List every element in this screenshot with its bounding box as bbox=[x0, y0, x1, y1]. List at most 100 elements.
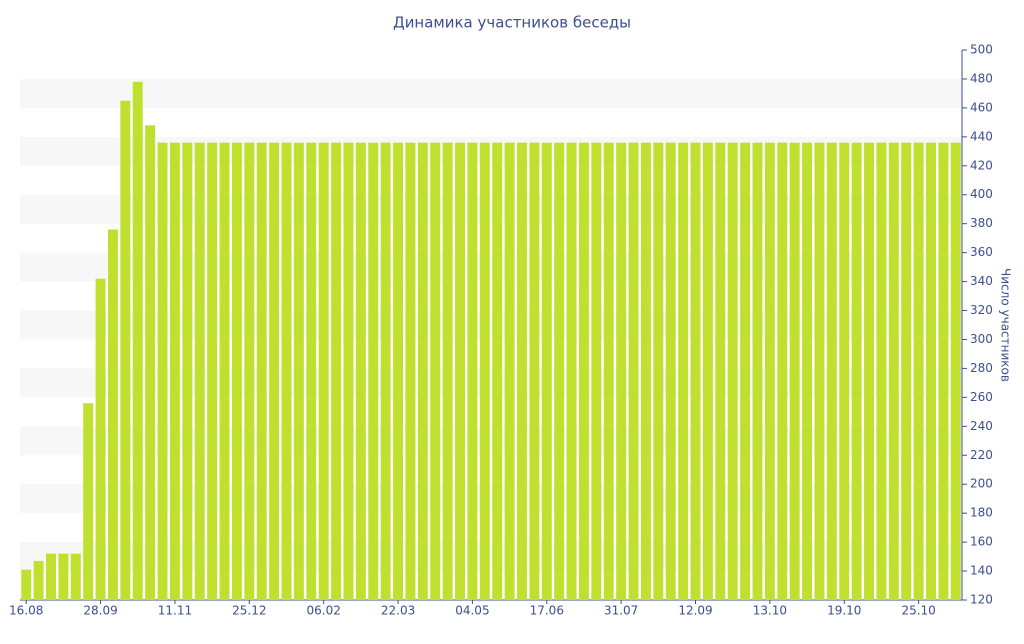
y-tick-label: 320 bbox=[970, 303, 993, 317]
bar bbox=[306, 142, 317, 600]
bar bbox=[789, 142, 800, 600]
bar bbox=[517, 142, 527, 600]
y-tick-label: 160 bbox=[970, 535, 993, 549]
bar bbox=[616, 142, 627, 600]
y-tick-label: 300 bbox=[970, 332, 993, 346]
bar bbox=[169, 142, 180, 600]
bar bbox=[281, 142, 292, 600]
x-tick-label: 25.10 bbox=[901, 604, 935, 618]
y-tick-label: 200 bbox=[970, 477, 993, 491]
y-tick-label: 340 bbox=[970, 274, 993, 288]
x-tick-label: 13.10 bbox=[753, 604, 787, 618]
x-tick-label: 28.09 bbox=[83, 604, 117, 618]
bar bbox=[740, 142, 751, 600]
bar bbox=[145, 125, 156, 601]
y-tick-label: 120 bbox=[970, 593, 993, 607]
bar bbox=[132, 81, 143, 600]
bar bbox=[455, 142, 465, 600]
x-tick-label: 31.07 bbox=[604, 604, 638, 618]
bar bbox=[58, 553, 69, 600]
bar bbox=[579, 142, 589, 600]
y-tick-label: 460 bbox=[970, 100, 993, 114]
y-tick-label: 380 bbox=[970, 216, 993, 230]
x-tick-label: 17.06 bbox=[530, 604, 564, 618]
x-tick-label: 11.11 bbox=[158, 604, 192, 618]
bar bbox=[318, 142, 329, 600]
bar bbox=[256, 142, 267, 600]
bar bbox=[653, 142, 664, 600]
x-tick-label: 16.08 bbox=[9, 604, 43, 618]
bar bbox=[343, 142, 354, 600]
bar bbox=[777, 142, 788, 600]
bar bbox=[182, 142, 193, 600]
bar bbox=[231, 142, 242, 600]
bar bbox=[269, 142, 280, 600]
x-tick-label: 06.02 bbox=[306, 604, 340, 618]
bar bbox=[876, 142, 887, 600]
bar bbox=[393, 142, 403, 600]
bar bbox=[702, 142, 713, 600]
bar bbox=[157, 142, 168, 600]
bar bbox=[591, 142, 602, 600]
x-tick-label: 19.10 bbox=[827, 604, 861, 618]
chart-title: Динамика участников беседы bbox=[393, 14, 631, 32]
bar bbox=[33, 560, 44, 600]
bar bbox=[888, 142, 899, 600]
bar bbox=[727, 142, 738, 600]
bar bbox=[950, 142, 961, 600]
y-tick-label: 280 bbox=[970, 361, 993, 375]
bar bbox=[405, 142, 416, 600]
bar bbox=[120, 100, 131, 600]
y-tick-label: 440 bbox=[970, 129, 993, 143]
bar bbox=[479, 142, 490, 600]
y-tick-label: 180 bbox=[970, 506, 993, 520]
bar bbox=[826, 142, 837, 600]
bar bbox=[541, 142, 552, 600]
y-axis-label: Число участников bbox=[999, 268, 1013, 382]
y-tick-label: 420 bbox=[970, 158, 993, 172]
bar bbox=[95, 278, 106, 600]
bar bbox=[864, 142, 874, 600]
bar bbox=[467, 142, 478, 600]
y-tick-label: 500 bbox=[970, 43, 993, 57]
bar bbox=[690, 142, 701, 600]
bar bbox=[46, 553, 56, 600]
bar bbox=[207, 142, 218, 600]
bar bbox=[430, 142, 441, 600]
bar bbox=[194, 142, 205, 600]
bar bbox=[814, 142, 825, 600]
bar bbox=[442, 142, 453, 600]
bar bbox=[504, 142, 515, 600]
bar bbox=[901, 142, 912, 600]
bar bbox=[913, 142, 924, 600]
bar bbox=[665, 142, 676, 600]
bar bbox=[938, 142, 949, 600]
bar bbox=[417, 142, 428, 600]
bar bbox=[529, 142, 540, 600]
bar bbox=[715, 142, 726, 600]
x-tick-label: 25.12 bbox=[232, 604, 266, 618]
bar bbox=[108, 229, 118, 600]
bar bbox=[851, 142, 862, 600]
y-tick-label: 400 bbox=[970, 187, 993, 201]
bar bbox=[355, 142, 366, 600]
y-tick-label: 220 bbox=[970, 448, 993, 462]
bar bbox=[640, 142, 651, 600]
y-tick-label: 260 bbox=[970, 390, 993, 404]
bar bbox=[21, 569, 32, 600]
bar bbox=[628, 142, 639, 600]
bar bbox=[802, 142, 813, 600]
bar bbox=[678, 142, 689, 600]
y-tick-label: 480 bbox=[970, 71, 993, 85]
bar bbox=[554, 142, 565, 600]
bar bbox=[566, 142, 577, 600]
grid-band bbox=[20, 78, 962, 108]
y-tick-label: 240 bbox=[970, 419, 993, 433]
x-tick-label: 22.03 bbox=[381, 604, 415, 618]
bar bbox=[331, 142, 342, 600]
x-tick-label: 12.09 bbox=[678, 604, 712, 618]
bar bbox=[293, 142, 304, 600]
bar bbox=[839, 142, 850, 600]
bar bbox=[219, 142, 230, 600]
